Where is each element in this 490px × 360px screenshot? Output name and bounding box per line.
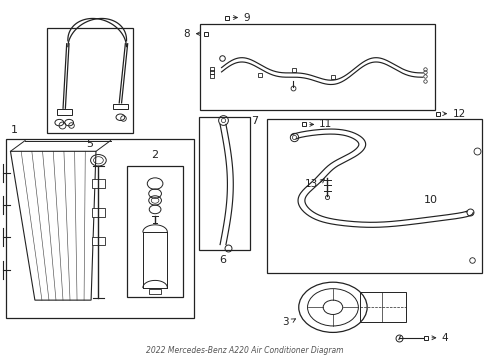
Text: 3: 3	[282, 317, 289, 327]
Bar	[200, 24, 435, 110]
Text: 9: 9	[244, 13, 250, 23]
Text: 10: 10	[424, 195, 438, 205]
Text: 2022 Mercedes-Benz A220 Air Conditioner Diagram: 2022 Mercedes-Benz A220 Air Conditioner …	[146, 346, 344, 355]
Bar	[360, 292, 406, 322]
Bar	[198, 117, 250, 250]
Text: 5: 5	[86, 139, 93, 149]
Text: 12: 12	[453, 109, 466, 119]
FancyBboxPatch shape	[92, 237, 105, 245]
Bar	[5, 139, 194, 318]
Text: 4: 4	[442, 333, 448, 343]
Text: 2: 2	[151, 150, 158, 160]
Bar	[149, 289, 161, 294]
Bar	[47, 28, 133, 134]
FancyBboxPatch shape	[92, 179, 105, 188]
Text: 8: 8	[183, 29, 190, 39]
Text: 11: 11	[319, 120, 333, 129]
FancyBboxPatch shape	[92, 208, 105, 217]
Text: 6: 6	[220, 255, 226, 265]
Bar	[127, 166, 183, 297]
Text: 7: 7	[251, 116, 258, 126]
Text: 1: 1	[11, 125, 18, 135]
Text: 13: 13	[305, 179, 318, 189]
Bar	[267, 119, 482, 273]
